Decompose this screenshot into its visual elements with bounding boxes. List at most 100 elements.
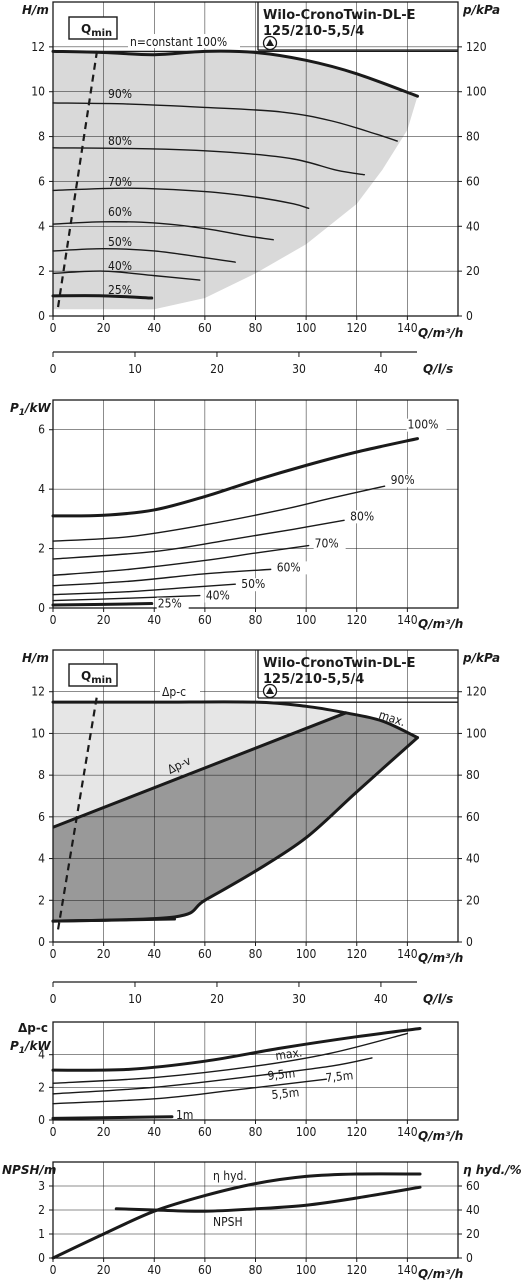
- p2-curve-max.: [51, 1027, 422, 1072]
- p2-xlabel: Q/m³/h: [418, 1129, 463, 1143]
- chart-title-line: Wilo-CronoTwin-DL-E: [263, 656, 416, 671]
- h1-curve-50%: [52, 248, 236, 263]
- ls-axis-tick-label: 30: [292, 362, 306, 376]
- p1-speed-label: 60%: [277, 560, 301, 574]
- p1-ytick-label: 0: [38, 601, 45, 615]
- npsh-ytick-label: 0: [38, 1251, 45, 1265]
- p2-xtick-label: 80: [249, 1125, 263, 1139]
- p1-xtick-label: 120: [346, 613, 367, 627]
- h2-ytick-right-label: 40: [466, 852, 480, 866]
- p1-speed-label: 70%: [315, 537, 339, 551]
- ls-axis-tick-label: 0: [50, 992, 57, 1006]
- h2-ytick-right-label: 0: [466, 935, 473, 949]
- h2-ytick-label: 10: [31, 726, 45, 740]
- qmin-sub: min: [91, 675, 112, 686]
- p1-curve-100%: [51, 437, 419, 518]
- h1-ytick-label: 6: [38, 174, 45, 188]
- chart-title-line: 125/210-5,5/4: [263, 672, 364, 687]
- p2-ylabel-top: Δp-c: [18, 1021, 48, 1035]
- p1-xtick-label: 100: [296, 613, 317, 627]
- npsh-ytick-right-label: 0: [466, 1251, 473, 1265]
- h2-dpv-line: [52, 711, 348, 829]
- p1-curve-80%: [52, 519, 345, 560]
- p2-xtick-label: 100: [296, 1125, 317, 1139]
- p2-head-label: max.: [274, 1045, 303, 1063]
- p1-ylabel-part: 1: [19, 408, 25, 418]
- h1-speed-label: 25%: [108, 283, 132, 297]
- h2-ytick-label: 6: [38, 810, 45, 824]
- h2-xtick-label: 140: [397, 947, 418, 961]
- p1-curve-70%: [52, 544, 310, 577]
- h1-speed-label: 80%: [108, 134, 132, 148]
- h2-min-curve: [51, 917, 176, 923]
- p2-curve-1m: [51, 1115, 174, 1120]
- p2-xtick-label: 60: [198, 1125, 212, 1139]
- p1-curve-40%: [52, 594, 201, 602]
- p2-head-label: 1m: [176, 1108, 193, 1122]
- p1-curve-90%: [52, 485, 386, 542]
- h1-constant-label-bg: [128, 34, 240, 48]
- h1-ytick-right-label: 0: [466, 309, 473, 323]
- h1-ytick-label: 12: [31, 40, 45, 54]
- h1-xtick-label: 0: [50, 321, 57, 335]
- h1-xtick-label: 40: [147, 321, 161, 335]
- qmin-q: Q: [81, 669, 91, 683]
- p2-xtick-label: 40: [147, 1125, 161, 1139]
- npsh-ytick-label: 1: [38, 1227, 45, 1241]
- h2-ytick-right-label: 60: [466, 810, 480, 824]
- h2-ytick-label: 8: [38, 768, 45, 782]
- h1-curve-60%: [52, 221, 274, 241]
- p1-xtick-label: 20: [97, 613, 111, 627]
- h1-xlabel: Q/m³/h: [418, 326, 463, 340]
- qmin-label: Qmin: [81, 22, 112, 39]
- p2-ytick-label: 2: [38, 1080, 45, 1094]
- p1-speed-label: 25%: [158, 597, 182, 611]
- h1-ytick-label: 8: [38, 130, 45, 144]
- p1-ylabel-part: P: [10, 401, 19, 415]
- npsh-ytick-right-label: 40: [466, 1203, 480, 1217]
- npsh-ytick-right-label: 60: [466, 1179, 480, 1193]
- ls-axis-tick-label: 0: [50, 362, 57, 376]
- p2-ytick-label: 0: [38, 1113, 45, 1127]
- ls-axis-tick-label: 20: [210, 992, 224, 1006]
- p1-curve-60%: [52, 568, 272, 587]
- ls-axis-tick-label: 20: [210, 362, 224, 376]
- p1-curve-50%: [52, 583, 236, 596]
- h2-xtick-label: 60: [198, 947, 212, 961]
- h1-ytick-right-label: 100: [466, 85, 487, 99]
- h1-ytick-label: 10: [31, 85, 45, 99]
- ls-axis-tick-label: 40: [374, 362, 388, 376]
- h1-speed-label: 70%: [108, 175, 132, 189]
- p2-ylabel-part: P: [10, 1039, 19, 1053]
- h2-ytick-right-label: 120: [466, 685, 487, 699]
- h1-ytick-right-label: 120: [466, 40, 487, 54]
- h1-curve-40%: [52, 270, 201, 281]
- h1-curve-90%: [52, 102, 398, 142]
- h1-xtick-label: 20: [97, 321, 111, 335]
- p1-label-bg: [240, 578, 273, 592]
- p1-speed-label: 50%: [241, 577, 265, 591]
- p2-ylabel-part: /kW: [23, 1039, 51, 1053]
- p2-ylabel-part: 1: [19, 1046, 25, 1056]
- h2-ytick-right-label: 100: [466, 726, 487, 740]
- ls-axis-label: Q/l/s: [423, 992, 453, 1006]
- h1-xtick-label: 60: [198, 321, 212, 335]
- h1-ytick-label: 2: [38, 264, 45, 278]
- npsh-ytick-right-label: 20: [466, 1227, 480, 1241]
- ls-axis-tick-label: 30: [292, 992, 306, 1006]
- ls-axis-tick-label: 10: [128, 362, 142, 376]
- chart-title-line: 125/210-5,5/4: [263, 24, 364, 39]
- h1-speed-label: 40%: [108, 259, 132, 273]
- npsh-xtick-label: 60: [198, 1263, 212, 1277]
- npsh-xtick-label: 120: [346, 1263, 367, 1277]
- p1-xtick-label: 60: [198, 613, 212, 627]
- p1-ytick-label: 2: [38, 542, 45, 556]
- h1-speed-label: 50%: [108, 235, 132, 249]
- p2-curve-9,5m: [52, 1032, 409, 1084]
- npsh-xtick-label: 80: [249, 1263, 263, 1277]
- h2-ylabel: H/m: [22, 651, 49, 665]
- npsh-xtick-label: 100: [296, 1263, 317, 1277]
- p1-speed-label: 90%: [391, 473, 415, 487]
- p1-label-bg: [313, 537, 346, 551]
